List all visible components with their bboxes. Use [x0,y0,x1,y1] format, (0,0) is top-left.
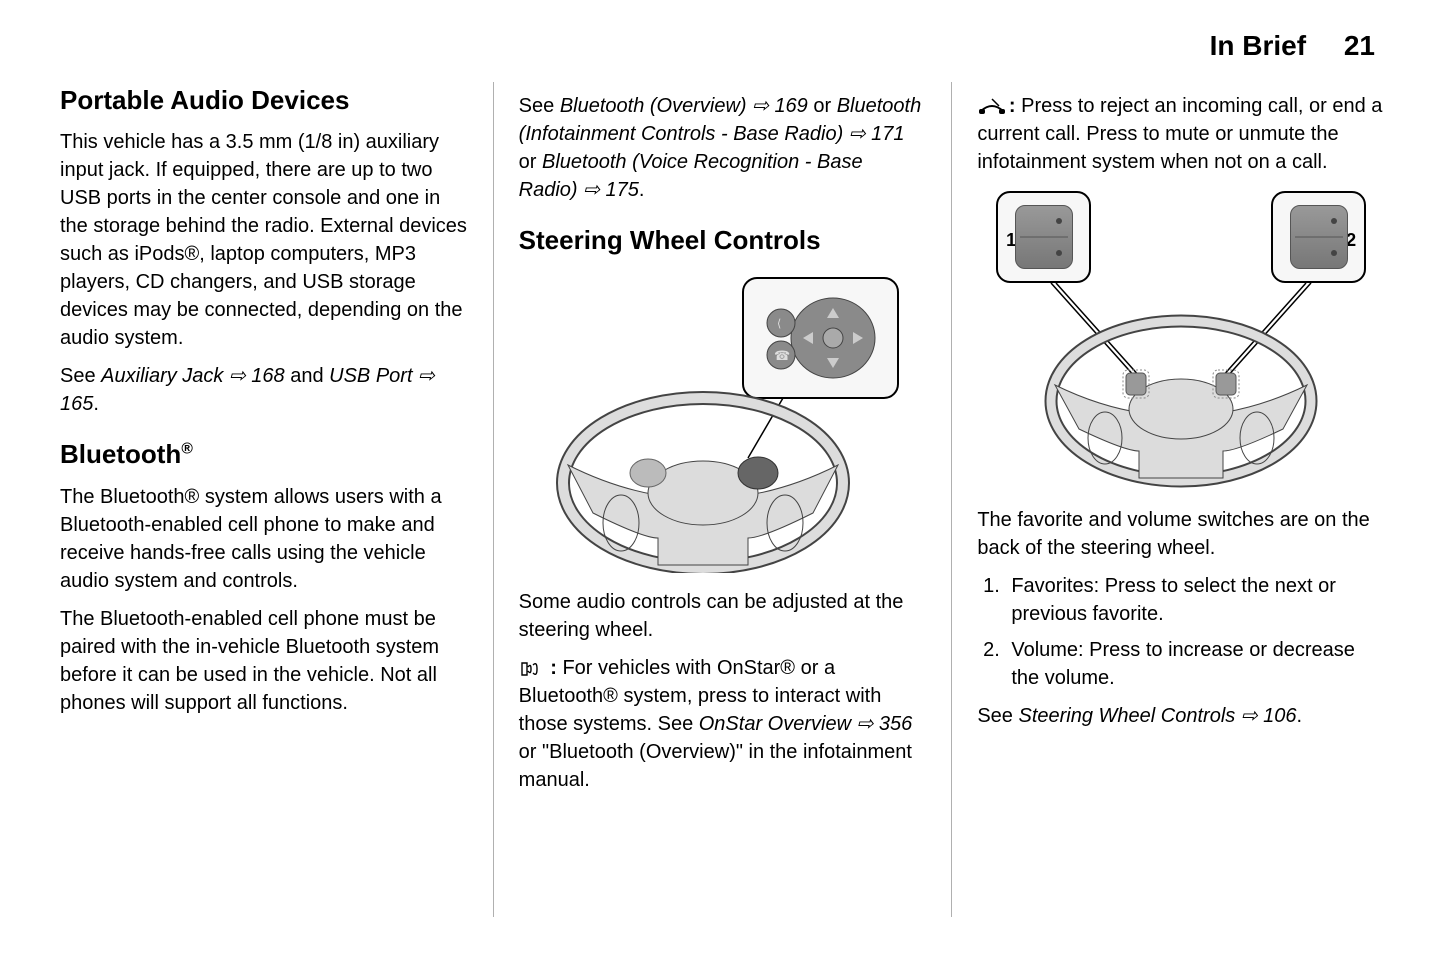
paragraph-see-bluetooth: See Bluetooth (Overview) ⇨ 169 or Blueto… [519,92,927,204]
steering-wheel-svg-2 [996,191,1366,491]
text: and [285,365,329,387]
text: or "Bluetooth (Overview)" in the infotai… [519,741,912,791]
text: See [60,365,101,387]
ref-auxiliary-jack: Auxiliary Jack ⇨ 168 [101,365,285,387]
page-number: 21 [1344,30,1375,61]
colon: : [545,657,563,679]
text: . [93,393,99,415]
figure-steering-wheel-1: ⟨ ☎ [543,273,903,573]
paragraph-bluetooth-1: The Bluetooth® system allows users with … [60,483,468,595]
phone-reject-icon [977,97,1003,117]
page-header: In Brief 21 [60,30,1385,62]
paragraph-bluetooth-2: The Bluetooth-enabled cell phone must be… [60,605,468,717]
ref-bt-overview: Bluetooth (Overview) ⇨ 169 [560,95,808,117]
heading-steering-wheel-controls: Steering Wheel Controls [519,222,927,258]
column-2: See Bluetooth (Overview) ⇨ 169 or Blueto… [494,82,953,917]
columns: Portable Audio Devices This vehicle has … [60,82,1385,917]
section-name: In Brief [1210,30,1306,61]
ref-bt-voice: Bluetooth (Voice Recognition - Base Radi… [519,151,863,201]
text: . [1297,705,1303,727]
manual-page: In Brief 21 Portable Audio Devices This … [0,0,1445,965]
svg-text:⟨: ⟨ [777,318,781,330]
column-3: : Press to reject an incoming call, or e… [952,82,1385,917]
heading-bluetooth-text: Bluetooth [60,439,181,469]
ref-swc: Steering Wheel Controls ⇨ 106 [1019,705,1297,727]
figure-steering-wheel-2: 1 2 [996,191,1366,491]
registered-mark: ® [181,441,193,458]
text: Press to reject an incoming call, or end… [977,95,1382,173]
voice-icon [519,659,545,679]
heading-bluetooth: Bluetooth® [60,436,468,472]
text: . [639,179,645,201]
paragraph-see-aux: See Auxiliary Jack ⇨ 168 and USB Port ⇨ … [60,362,468,418]
text: or [519,151,542,173]
list-item-favorites: Favorites: Press to select the next or p… [1005,572,1385,628]
ref-onstar: OnStar Overview ⇨ 356 [699,713,913,735]
paragraph-voice-button: : For vehicles with OnStar® or a Bluetoo… [519,654,927,794]
svg-text:☎: ☎ [774,348,790,363]
paragraph-swc-intro: Some audio controls can be adjusted at t… [519,588,927,644]
heading-portable-audio: Portable Audio Devices [60,82,468,118]
list-item-volume: Volume: Press to increase or decrease th… [1005,636,1385,692]
paragraph-see-swc: See Steering Wheel Controls ⇨ 106. [977,702,1385,730]
paragraph-portable-audio: This vehicle has a 3.5 mm (1/8 in) auxil… [60,128,468,352]
paragraph-fav-vol: The favorite and volume switches are on … [977,506,1385,562]
controls-list: Favorites: Press to select the next or p… [1005,572,1385,692]
steering-wheel-svg-1: ⟨ ☎ [543,273,903,573]
text: See [977,705,1018,727]
column-1: Portable Audio Devices This vehicle has … [60,82,494,917]
colon: : [1003,95,1021,117]
text: See [519,95,560,117]
text: or [808,95,837,117]
paragraph-reject-button: : Press to reject an incoming call, or e… [977,92,1385,176]
